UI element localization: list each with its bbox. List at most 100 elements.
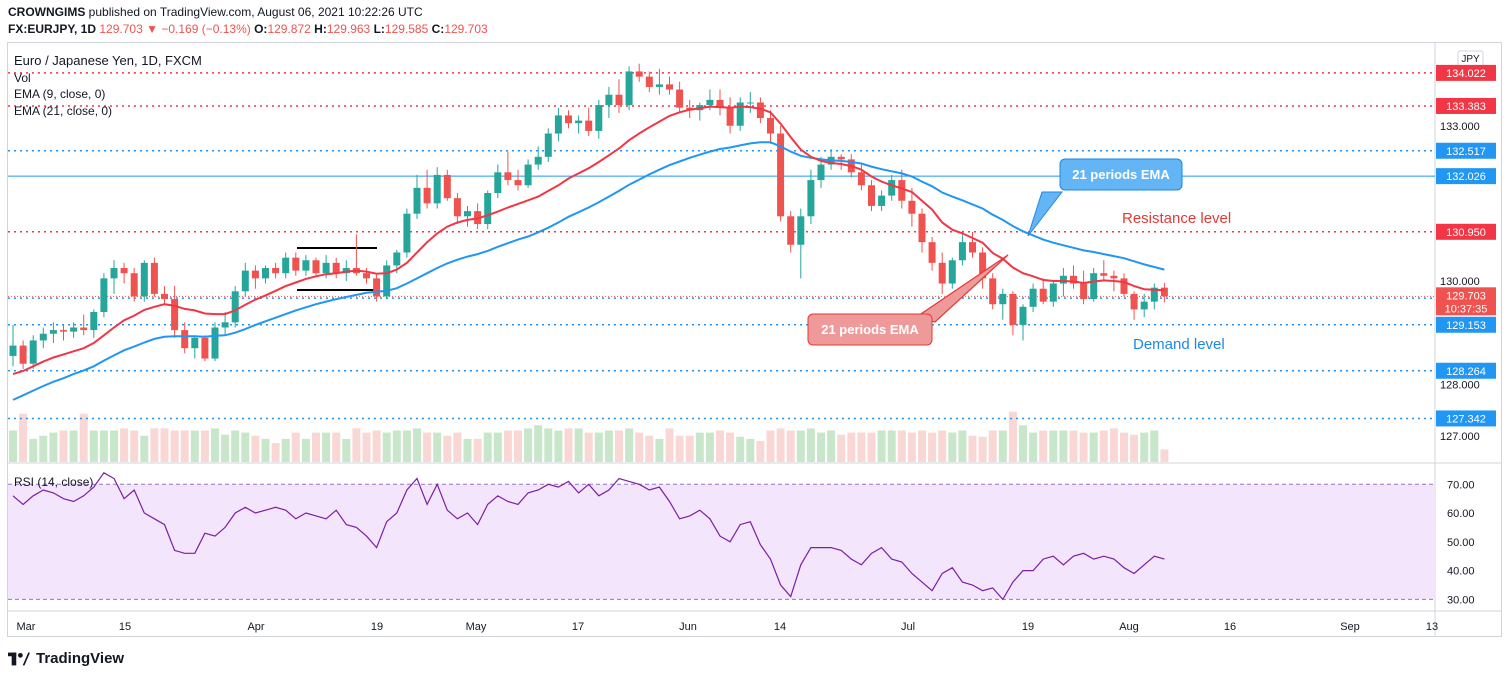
volume-bar <box>402 430 411 462</box>
volume-bar <box>716 430 724 462</box>
time-tick: May <box>466 621 487 633</box>
candle-body <box>777 133 785 217</box>
candle-body <box>140 262 148 297</box>
volume-bar <box>726 432 735 462</box>
candle-body <box>746 102 754 104</box>
volume-bar <box>69 430 78 462</box>
price-tick: 127.000 <box>1440 431 1480 443</box>
candle-body <box>60 330 67 332</box>
volume-bar <box>746 438 755 462</box>
volume-bar <box>301 438 310 462</box>
volume-bar <box>1140 432 1149 462</box>
candle-body <box>453 198 461 217</box>
candle-body <box>39 333 47 341</box>
volume-bar <box>200 430 209 462</box>
volume-bar <box>221 434 230 462</box>
volume-bar <box>9 430 17 462</box>
volume-bar <box>1109 428 1118 462</box>
candle-body <box>918 213 926 243</box>
vol-legend: Vol <box>14 71 31 85</box>
candle-body <box>231 291 239 323</box>
tradingview-footer: TradingView <box>8 650 124 667</box>
time-tick: 19 <box>1022 621 1034 633</box>
candle-body <box>80 327 88 331</box>
candle-body <box>504 172 512 181</box>
chart-title: Euro / Japanese Yen, 1D, FXCM <box>14 53 202 68</box>
candle-body <box>625 71 633 106</box>
volume-bar <box>473 438 482 462</box>
open-value: 129.872 <box>267 22 311 36</box>
candle-body <box>70 327 78 332</box>
volume-bar <box>382 432 391 462</box>
candle-body <box>857 172 865 186</box>
volume-bar <box>1069 430 1078 462</box>
candle-body <box>635 71 643 77</box>
volume-bar <box>817 432 825 462</box>
volume-bar <box>867 432 876 462</box>
candle-body <box>90 311 98 331</box>
ema21-red-callout-text: 21 periods EMA <box>821 322 919 337</box>
last-price: 129.703 <box>99 22 143 36</box>
candle-body <box>595 105 603 131</box>
ema21-callout-box <box>1059 158 1183 191</box>
volume-bar <box>877 430 886 462</box>
time-tick: Apr <box>247 621 264 633</box>
candle-body <box>443 174 451 199</box>
currency-label: JPY <box>1461 54 1480 65</box>
candle-body <box>110 268 118 279</box>
price-tick: 133.000 <box>1440 121 1480 133</box>
candle-body <box>888 180 896 196</box>
volume-bar <box>584 432 593 462</box>
tradingview-brand[interactable]: TradingView <box>36 650 125 667</box>
candle-body <box>171 299 179 331</box>
volume-bar <box>312 432 320 462</box>
publish-info: CROWNGIMS published on TradingView.com, … <box>8 5 423 19</box>
volume-bar <box>918 430 926 462</box>
volume-bar <box>786 430 795 462</box>
rsi-tick: 40.00 <box>1447 566 1475 578</box>
rsi-tick: 70.00 <box>1447 479 1475 491</box>
candle-body <box>958 242 966 261</box>
volume-bar <box>1099 430 1108 462</box>
volume-bar <box>705 432 714 462</box>
candle-body <box>312 260 320 274</box>
price-level-label: 132.026 <box>1446 171 1486 183</box>
rsi-tick: 30.00 <box>1447 594 1475 606</box>
volume-bar <box>534 425 543 462</box>
price-level-tag <box>1436 410 1496 427</box>
demand-level-label: Demand level <box>1133 336 1225 353</box>
volume-bar <box>241 432 250 462</box>
time-tick: 13 <box>1426 621 1438 633</box>
volume-bar <box>675 435 684 462</box>
candle-body <box>898 180 906 201</box>
candle-body <box>605 94 613 106</box>
volume-bar <box>291 432 300 462</box>
candle-body <box>201 337 209 359</box>
volume-bar <box>988 430 997 462</box>
candle-body <box>817 164 825 181</box>
price-level-label: 129.153 <box>1446 320 1486 332</box>
candle-body <box>726 107 734 126</box>
volume-bar <box>211 428 219 462</box>
volume-bar <box>665 428 674 462</box>
countdown-label: 10:37:35 <box>1445 303 1488 315</box>
price-level-tag <box>1436 168 1496 185</box>
candle-body <box>837 156 845 160</box>
publisher-name[interactable]: CROWNGIMS <box>8 5 86 19</box>
volume-bar <box>190 430 199 462</box>
candle-body <box>1140 301 1148 310</box>
volume-bar <box>1150 430 1159 462</box>
candle-body <box>524 164 532 186</box>
volume-bar <box>806 428 815 462</box>
candle-body <box>908 200 916 214</box>
candle-body <box>1110 275 1118 279</box>
volume-bar <box>907 432 916 462</box>
candle-body <box>575 120 583 124</box>
rsi-tick: 60.00 <box>1447 508 1475 520</box>
volume-bar <box>423 432 432 462</box>
volume-bar <box>322 432 331 462</box>
close-value: 129.703 <box>444 22 488 36</box>
volume-bar <box>1079 432 1088 462</box>
volume-bar <box>1029 432 1038 462</box>
